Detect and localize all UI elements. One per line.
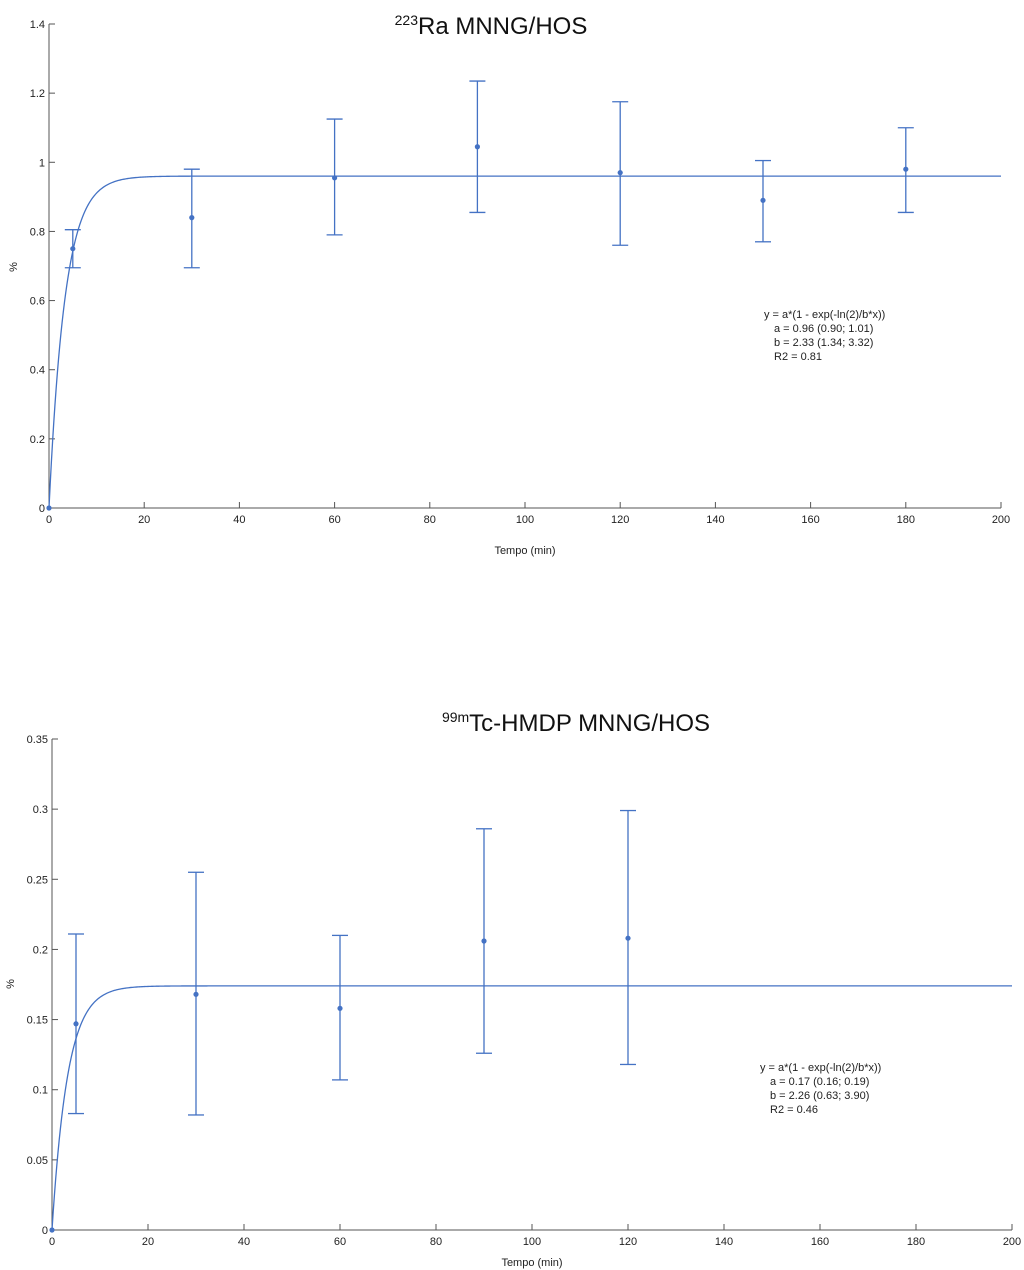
x-tick-label: 20 — [138, 514, 150, 526]
x-tick-label: 160 — [811, 1236, 829, 1248]
fit-param-b: b = 2.33 (1.34; 3.32) — [774, 337, 873, 349]
y-tick-label: 0.3 — [33, 804, 48, 816]
y-tick-label: 0.25 — [27, 874, 48, 886]
fit-equation: y = a*(1 - exp(-ln(2)/b*x)) — [764, 309, 885, 321]
x-tick-label: 100 — [523, 1236, 541, 1248]
y-tick-label: 0.1 — [33, 1085, 48, 1097]
y-tick-label: 0.8 — [30, 226, 45, 238]
data-point — [481, 938, 487, 944]
y-axis-label: % — [8, 262, 20, 272]
data-point — [903, 166, 909, 172]
chart-title: 223Ra MNNG/HOS — [395, 12, 588, 40]
data-point — [617, 170, 623, 176]
x-tick-label: 140 — [706, 514, 724, 526]
chart-ra223: 223Ra MNNG/HOS 0 20 40 60 80 100 120 140 160 180 2… — [8, 12, 1010, 557]
y-tick-label: 1 — [39, 157, 45, 169]
x-tick-label: 200 — [1003, 1236, 1021, 1248]
x-tick-label: 80 — [424, 514, 436, 526]
data-point — [474, 144, 480, 150]
data-point — [193, 991, 199, 997]
x-tick-label: 40 — [233, 514, 245, 526]
chart-title-main: Ra MNNG/HOS — [418, 13, 587, 40]
chart-title-main: Tc-HMDP MNNG/HOS — [469, 710, 710, 737]
data-point — [760, 197, 766, 203]
chart-title-superscript: 223 — [395, 12, 419, 28]
data-point — [625, 935, 631, 941]
chart-title-superscript: 99m — [442, 709, 469, 725]
y-tick-label: 0.35 — [27, 734, 48, 746]
fit-r2: R2 = 0.46 — [770, 1104, 818, 1116]
data-point — [73, 1021, 79, 1027]
chart-tc99m-hmdp: 99mTc-HMDP MNNG/HOS 0 20 40 60 80 100 120 140 16… — [5, 709, 1022, 1269]
fit-annotation: y = a*(1 - exp(-ln(2)/b*x)) a = 0.17 (0.… — [760, 1062, 884, 1116]
y-tick-label: 1.4 — [30, 19, 45, 31]
x-tick-label: 100 — [516, 514, 534, 526]
y-tick-label: 0.4 — [30, 365, 45, 377]
fit-param-b: b = 2.26 (0.63; 3.90) — [770, 1090, 869, 1102]
fit-equation: y = a*(1 - exp(-ln(2)/b*x)) — [760, 1062, 881, 1074]
data-point — [332, 175, 338, 181]
y-tick-label: 0 — [39, 503, 45, 515]
x-tick-label: 0 — [49, 1236, 55, 1248]
x-tick-label: 0 — [46, 514, 52, 526]
y-axis-label: % — [5, 979, 17, 989]
data-point — [189, 215, 195, 221]
x-tick-label: 60 — [334, 1236, 346, 1248]
data-point — [70, 246, 76, 252]
x-tick-label: 160 — [801, 514, 819, 526]
fit-annotation: y = a*(1 - exp(-ln(2)/b*x)) a = 0.96 (0.… — [764, 309, 888, 363]
x-tick-label: 200 — [992, 514, 1010, 526]
x-tick-label: 40 — [238, 1236, 250, 1248]
x-tick-label: 20 — [142, 1236, 154, 1248]
x-tick-label: 80 — [430, 1236, 442, 1248]
x-tick-label: 60 — [328, 514, 340, 526]
chart-title: 99mTc-HMDP MNNG/HOS — [442, 709, 710, 737]
data-point — [337, 1005, 343, 1011]
y-tick-label: 0.05 — [27, 1155, 48, 1167]
fit-param-a: a = 0.96 (0.90; 1.01) — [774, 323, 873, 335]
x-tick-label: 140 — [715, 1236, 733, 1248]
fit-curve — [48, 175, 1001, 509]
x-tick-label: 180 — [907, 1236, 925, 1248]
y-tick-label: 0.2 — [33, 944, 48, 956]
y-tick-label: 0.2 — [30, 434, 45, 446]
y-tick-label: 0.15 — [27, 1015, 48, 1027]
data-point — [46, 505, 52, 511]
fit-r2: R2 = 0.81 — [774, 351, 822, 363]
y-tick-label: 0.6 — [30, 296, 45, 308]
x-tick-label: 120 — [611, 514, 629, 526]
data-point — [49, 1227, 55, 1233]
plot-area: 0 20 40 60 80 100 120 140 160 180 200 0 0.2 0.4 0.6 0.8… — [30, 19, 1010, 526]
fit-param-a: a = 0.17 (0.16; 0.19) — [770, 1076, 869, 1088]
x-axis-label: Tempo (min) — [501, 1257, 562, 1269]
y-tick-label: 1.2 — [30, 88, 45, 100]
x-tick-label: 120 — [619, 1236, 637, 1248]
y-tick-label: 0 — [42, 1225, 48, 1237]
fit-curve — [51, 985, 1012, 1231]
x-tick-label: 180 — [897, 514, 915, 526]
plot-area: 0 20 40 60 80 100 120 140 160 180 200 0 0.05 0.1 0.15 0… — [27, 734, 1022, 1248]
x-axis-label: Tempo (min) — [494, 545, 555, 557]
